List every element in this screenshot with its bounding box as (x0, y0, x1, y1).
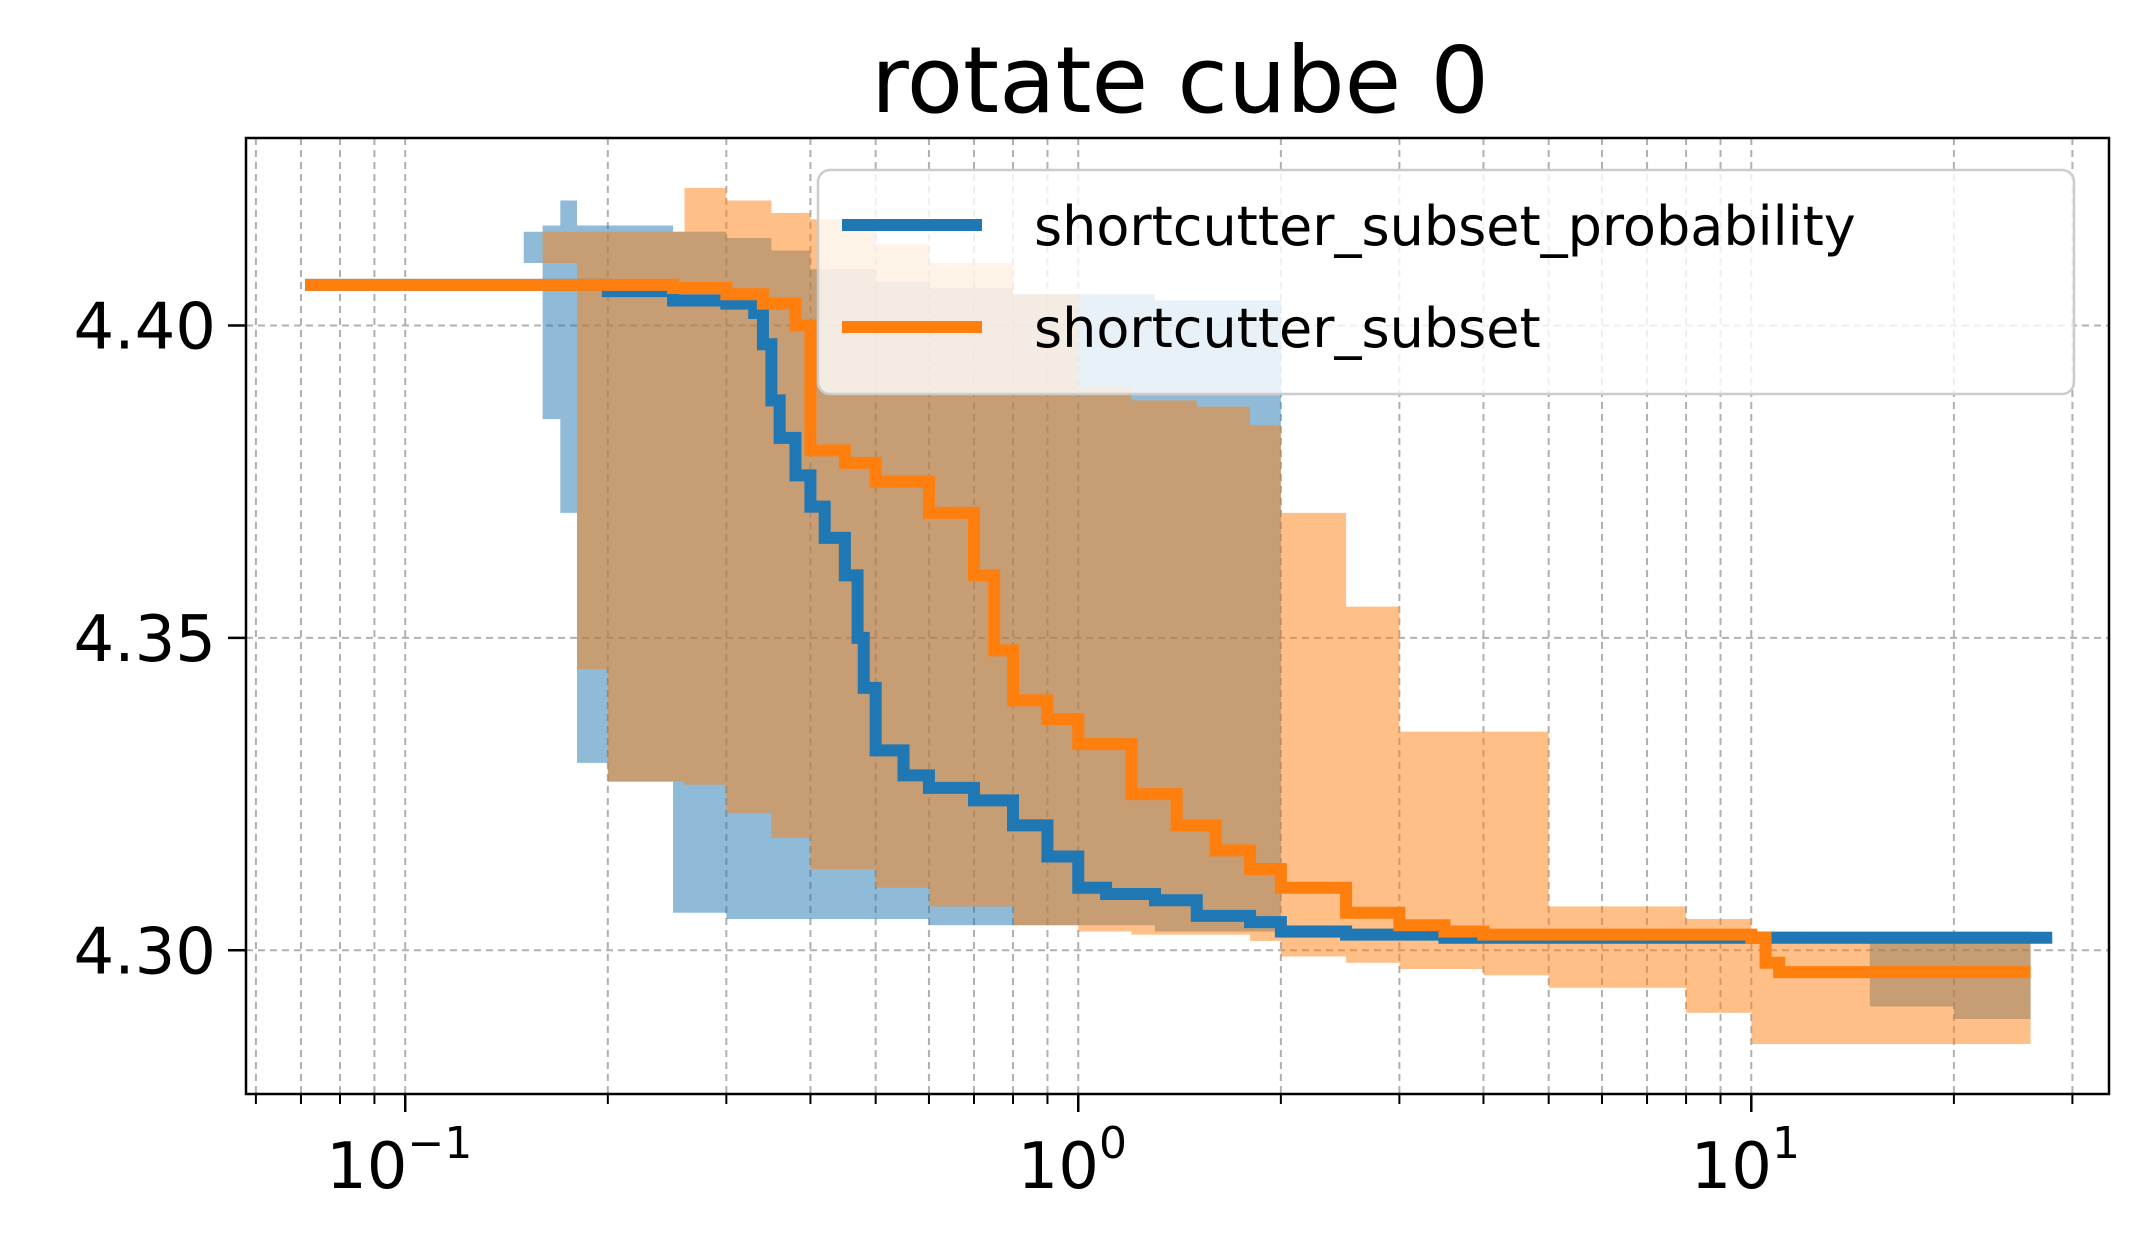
axis-ticks: 10−1 100 101 4.30 4.35 4.40 (74, 290, 2074, 1204)
series-lines (305, 278, 2053, 979)
chart-title: rotate cube 0 (871, 27, 1489, 134)
y-tick-label: 4.40 (74, 290, 217, 364)
x-tick-label: 10−1 (326, 1118, 472, 1204)
y-tick-label: 4.35 (74, 603, 217, 677)
series-line-shortcutter-subset-probability (305, 278, 2053, 944)
band-shortcutter-subset (542, 187, 2031, 1045)
confidence-bands (523, 187, 2031, 1045)
y-tick-label: 4.30 (74, 915, 217, 989)
plot-frame (244, 136, 2111, 1096)
legend: shortcutter_subset_probability shortcutt… (816, 168, 2076, 396)
legend-label-shortcutter-subset: shortcutter_subset (1034, 297, 1541, 360)
legend-label-shortcutter-subset-probability: shortcutter_subset_probability (1034, 195, 1856, 258)
x-tick-label: 101 (1691, 1118, 1800, 1204)
series-line-shortcutter-subset (305, 278, 2031, 979)
x-tick-label: 100 (1018, 1118, 1127, 1204)
legend-box (816, 168, 2076, 396)
